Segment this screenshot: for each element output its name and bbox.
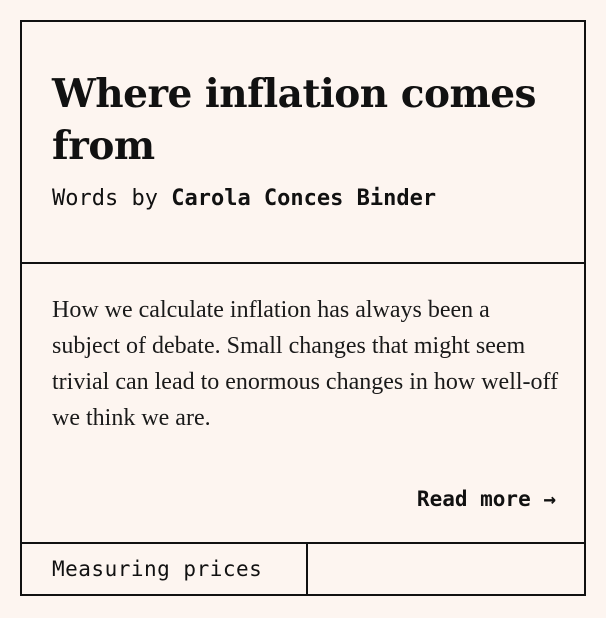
author-name[interactable]: Carola Conces Binder	[171, 186, 437, 211]
article-footer: Measuring prices	[22, 544, 584, 594]
article-title: Where inflation comes from	[52, 71, 537, 169]
article-header: Where inflation comes from Words by Caro…	[22, 22, 584, 264]
article-summary: How we calculate inflation has always be…	[52, 297, 559, 431]
byline-prefix: Words by	[52, 186, 172, 211]
read-more-link[interactable]: Read more →	[416, 487, 556, 511]
byline: Words by Carola Conces Binder	[52, 184, 436, 214]
topic-tag[interactable]: Measuring prices	[22, 544, 308, 594]
topic-tag-label: Measuring prices	[52, 557, 263, 581]
footer-empty-cell	[308, 544, 584, 594]
article-body: How we calculate inflation has always be…	[22, 264, 584, 544]
article-card: Where inflation comes from Words by Caro…	[20, 20, 586, 596]
